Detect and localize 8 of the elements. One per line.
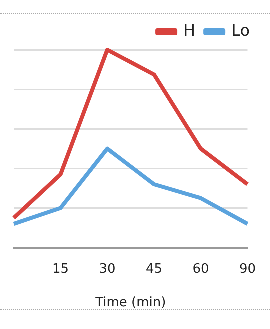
legend-label: H <box>184 21 196 40</box>
x-tick-label: 60 <box>192 262 210 277</box>
legend-label: Lo <box>232 21 250 40</box>
x-tick-label: 90 <box>239 262 256 277</box>
x-tick-label: 45 <box>146 262 163 277</box>
x-axis-title: Time (min) <box>94 296 166 311</box>
x-tick-label: 15 <box>52 262 70 277</box>
x-tick-label: 30 <box>99 262 116 277</box>
